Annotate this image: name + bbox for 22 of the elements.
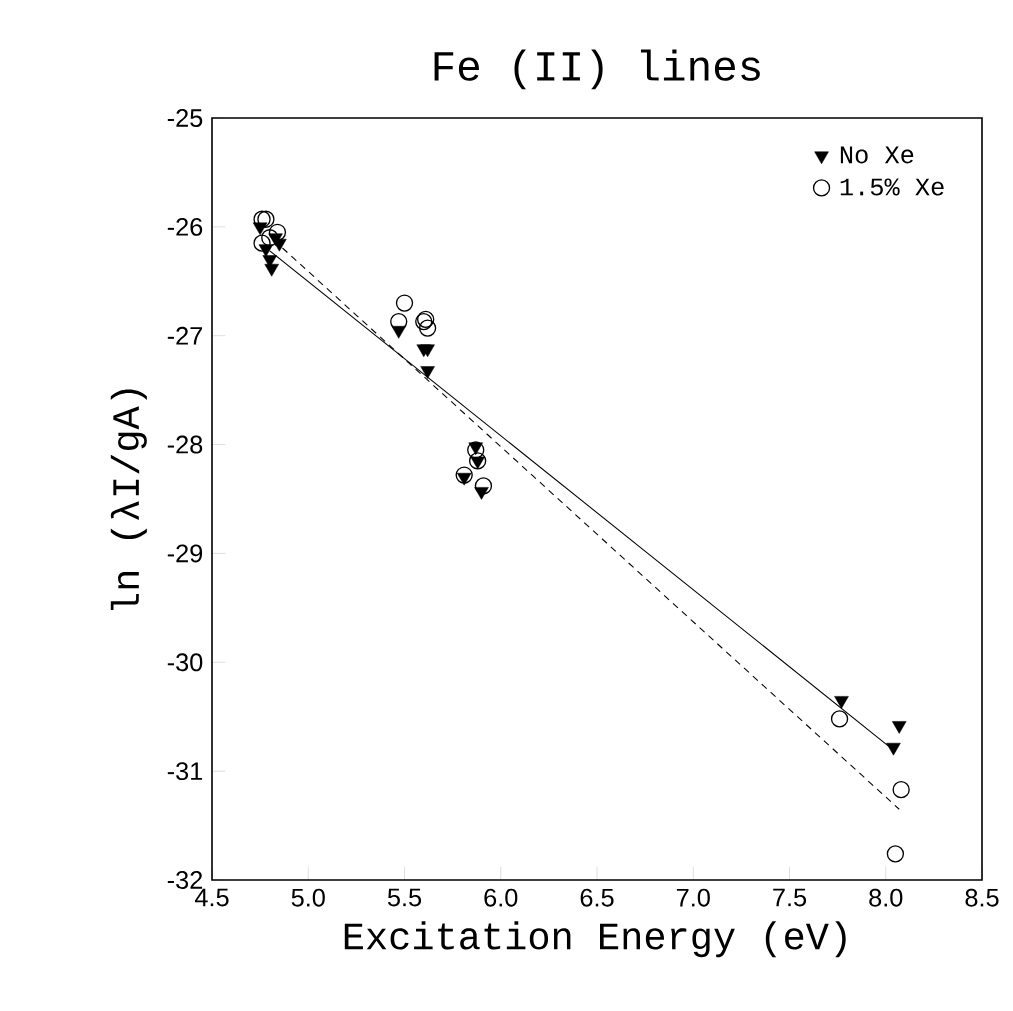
y-tick-label: -29 bbox=[167, 544, 203, 563]
x-tick-label: 4.5 bbox=[194, 888, 229, 907]
chart-title: Fe (II) lines bbox=[434, 49, 760, 90]
legend-label: No Xe bbox=[840, 146, 914, 164]
x-tick-label: 8.5 bbox=[965, 888, 999, 907]
x-tick-label: 7.0 bbox=[676, 888, 710, 907]
y-tick-label: -26 bbox=[167, 217, 203, 236]
x-tick-label: 5.5 bbox=[387, 888, 422, 907]
x-tick-label: 5.0 bbox=[291, 888, 325, 907]
y-tick-label: -27 bbox=[167, 326, 203, 345]
x-axis-title: Excitation Energy (eV) bbox=[344, 921, 846, 958]
y-tick-label: -30 bbox=[167, 653, 203, 672]
y-tick-label: -28 bbox=[167, 435, 203, 454]
y-tick-label: -32 bbox=[167, 871, 203, 889]
x-tick-label: 6.0 bbox=[484, 888, 518, 907]
legend-label: 1.5% Xe bbox=[840, 178, 944, 196]
x-tick-label: 7.5 bbox=[773, 888, 807, 907]
x-tick-label: 8.0 bbox=[869, 888, 903, 907]
y-tick-label: -25 bbox=[167, 109, 203, 127]
y-tick-label: -31 bbox=[167, 762, 203, 781]
x-tick-label: 6.5 bbox=[580, 888, 614, 907]
y-axis-title: ln (λI/gA) bbox=[110, 389, 147, 610]
